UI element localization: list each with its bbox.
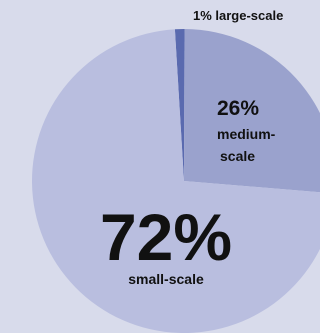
label-small-percent: 72% (100, 200, 232, 274)
pie-slice-large (174, 28, 185, 181)
label-medium-name-line1: medium- (217, 126, 276, 142)
label-medium-name-line2: scale (220, 148, 255, 164)
pie-slices (32, 28, 320, 333)
pie-slice-medium (184, 29, 320, 193)
label-medium-percent: 26% (217, 97, 259, 120)
label-small-name: small-scale (128, 271, 204, 287)
pie-slice-small (32, 29, 320, 333)
label-large-scale: 1% large-scale (193, 8, 283, 23)
